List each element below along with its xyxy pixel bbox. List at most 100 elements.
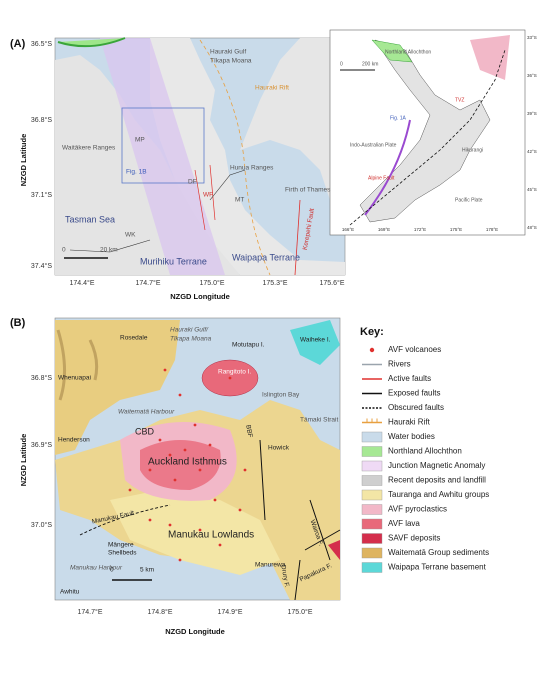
lat-tick-label: 36.9°S <box>31 441 52 449</box>
x-axis-label: NZGD Longitude <box>170 292 230 301</box>
map-label: Tīkapa Moana <box>210 58 252 65</box>
lat-tick-label: 36.8°S <box>31 116 52 124</box>
map-label: Whenuapai <box>58 375 91 382</box>
key-swatch <box>369 347 375 353</box>
inset-label: Northland Allochthon <box>385 49 431 55</box>
map-label: BBF <box>244 424 253 438</box>
key-swatch <box>361 446 383 457</box>
map-label: Tasman Sea <box>65 214 115 224</box>
scale-label: 0 <box>62 247 66 254</box>
lon-tick-label: 174.4°E <box>70 279 95 287</box>
panel-a-inset <box>329 29 526 236</box>
inset-label: Indo-Australian Plate <box>350 142 397 148</box>
map-label: Hauraki Gulf/ <box>170 327 209 334</box>
volcano <box>218 543 222 547</box>
inset-label: Pacific Plate <box>455 197 483 203</box>
map-label: Howick <box>268 445 290 452</box>
key-label: SAVF deposits <box>388 534 440 543</box>
inset-tick-label: 39°S <box>527 111 537 116</box>
key-swatch <box>361 460 383 472</box>
lat-tick-label: 37.0°S <box>31 521 52 529</box>
key-label: Obscured faults <box>388 403 444 412</box>
map-label: Waipapa Terrane <box>232 252 300 262</box>
lat-tick-label: 36.8°S <box>31 374 52 382</box>
key-label: Waipapa Terrane basement <box>388 563 487 572</box>
map-label: Tīkapa Moana <box>170 336 212 343</box>
volcano <box>178 393 182 397</box>
inset-label: 200 km <box>362 61 378 67</box>
inset-label: 0 <box>340 61 343 67</box>
volcano <box>128 488 132 492</box>
map-label: Waitākere Ranges <box>62 145 116 152</box>
map-label: Auckland Isthmus <box>148 457 227 468</box>
map-label: Fig. 1B <box>126 169 147 176</box>
lat-tick-label: 37.1°S <box>31 191 52 199</box>
inset-tick-label: 48°S <box>527 225 537 230</box>
key-swatch <box>361 431 383 443</box>
volcano <box>148 468 152 472</box>
key-swatch <box>361 489 383 501</box>
map-label: Islington Bay <box>262 392 300 399</box>
volcano <box>238 508 242 512</box>
inset-label: TVZ <box>455 97 464 103</box>
key-label: Waitematā Group sediments <box>388 548 489 557</box>
key-label: Tauranga and Awhitu groups <box>388 490 489 499</box>
inset-label: Fig. 1A <box>390 115 407 121</box>
lon-tick-label: 174.9°E <box>218 608 243 616</box>
volcano <box>168 523 172 527</box>
map-label: DF <box>188 179 197 186</box>
lat-tick-label: 37.4°S <box>31 262 52 270</box>
inset-tick-label: 178°E <box>486 227 498 232</box>
volcano <box>198 528 202 532</box>
scale-label: 20 km <box>100 247 118 254</box>
panel-label: (A) <box>10 38 26 50</box>
map-label: Firth of Thames <box>285 187 331 194</box>
key: AVF volcanoes Rivers Active faults Exposed … <box>361 345 489 573</box>
lon-tick-label: 174.8°E <box>148 608 173 616</box>
map-label: Shellbeds <box>108 550 137 557</box>
map-label: WK <box>125 232 136 239</box>
y-axis-label: NZGD Latitude <box>19 134 28 187</box>
inset-tick-label: 42°S <box>527 149 537 154</box>
key-swatch <box>361 475 383 486</box>
key-label: AVF volcanoes <box>388 345 441 354</box>
volcano <box>173 478 177 482</box>
lon-tick-label: 174.7°E <box>136 279 161 287</box>
map-label: Hauraki Gulf <box>210 49 246 56</box>
panel-a-map <box>54 37 346 276</box>
inset-label: Hikurangi <box>462 147 483 153</box>
key-title: Key: <box>360 326 384 338</box>
key-label: Active faults <box>388 374 431 383</box>
key-swatch <box>361 562 383 573</box>
volcano <box>148 518 152 522</box>
key-label: Recent deposits and landfill <box>388 476 486 485</box>
volcano <box>178 558 182 562</box>
map-label: Murihiku Terrane <box>140 256 207 266</box>
inset-tick-label: 172°E <box>414 227 426 232</box>
map-label: Motutapu I. <box>232 342 265 349</box>
key-swatch <box>361 533 383 544</box>
lon-tick-label: 175.6°E <box>320 279 345 287</box>
x-axis-label: NZGD Longitude <box>165 627 225 636</box>
lon-tick-label: 174.7°E <box>78 608 103 616</box>
inset-tick-label: 166°E <box>342 227 354 232</box>
map-label: Rosedale <box>120 335 148 342</box>
key-label: Junction Magnetic Anomaly <box>388 461 485 470</box>
volcano <box>213 498 217 502</box>
key-swatch <box>361 504 383 515</box>
inset-tick-label: 45°S <box>527 187 537 192</box>
map-label: Māngere <box>108 542 134 549</box>
lon-tick-label: 175.0°E <box>288 608 313 616</box>
map-label: Manurewa <box>255 562 286 569</box>
lon-tick-label: 175.3°E <box>263 279 288 287</box>
map-label: Awhitu <box>60 589 80 596</box>
map-label: MP <box>135 137 145 144</box>
scale-label: 5 km <box>140 567 154 574</box>
map-label: CBD <box>135 426 155 436</box>
map-label: MT <box>235 197 244 204</box>
panel-b-map <box>54 317 341 601</box>
volcano <box>183 448 187 452</box>
inset-tick-label: 36°S <box>527 73 537 78</box>
map-label: Waiheke I. <box>300 337 331 344</box>
volcano <box>168 453 172 457</box>
